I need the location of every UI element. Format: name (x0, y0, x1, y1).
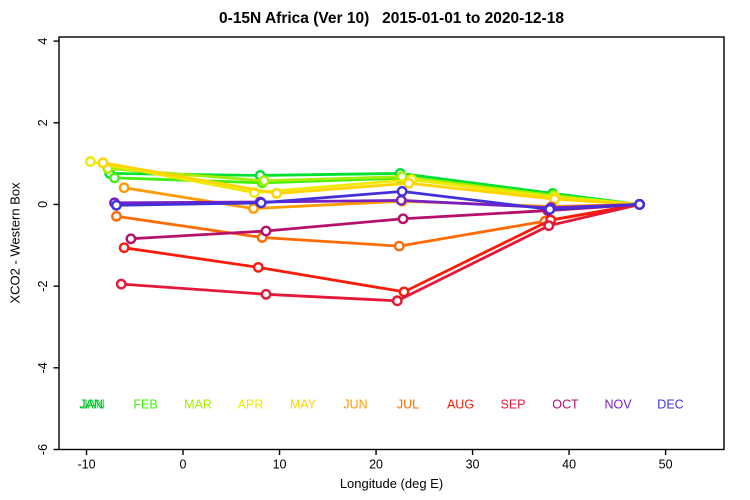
x-tick-label: 20 (369, 458, 383, 472)
month-label-dec: DEC (657, 398, 683, 412)
month-label-nov: NOV (604, 398, 632, 412)
series-marker-apr (84, 156, 96, 167)
x-tick-label: 50 (659, 458, 673, 472)
series-marker-sep (115, 278, 127, 290)
y-tick-label: 0 (36, 201, 50, 208)
series-marker-sep (391, 295, 403, 307)
month-label-apr: APR (238, 398, 264, 412)
y-tick-label: -2 (36, 281, 50, 292)
y-tick-label: -4 (36, 362, 50, 373)
series-marker-dec (111, 199, 122, 211)
series-marker-dec (544, 203, 556, 215)
x-tick-label: 30 (466, 458, 480, 472)
series-marker-sep (260, 288, 272, 300)
month-label-may: MAY (290, 398, 317, 412)
series-marker-feb (109, 172, 120, 184)
x-tick-label: 10 (273, 458, 287, 472)
series-marker-aug (118, 242, 130, 254)
plot-frame (58, 36, 725, 451)
x-tick-label: 0 (180, 458, 187, 472)
month-label-sep: SEP (500, 398, 525, 412)
y-tick-label: 2 (36, 119, 50, 126)
x-tick-label: -10 (77, 458, 95, 472)
series-marker-may (403, 177, 415, 189)
y-tick-label: 4 (36, 38, 50, 45)
month-label-jul: JUL (397, 398, 419, 412)
series-marker-oct (125, 233, 137, 245)
x-axis-label: Longitude (deg E) (339, 476, 444, 491)
series-line-aug (122, 203, 641, 294)
series-marker-jun (118, 182, 130, 194)
series-marker-jul (393, 240, 405, 252)
series-marker-dec (255, 197, 267, 209)
y-tick-label: -6 (36, 444, 50, 455)
series-marker-may (97, 157, 109, 169)
series-marker-mar (258, 175, 270, 187)
series-marker-jul (111, 210, 122, 222)
month-label-feb: FEB (133, 398, 157, 412)
series-marker-oct (397, 213, 409, 225)
series-marker-oct (260, 225, 272, 237)
month-label-jan-overprint: JAN (79, 398, 103, 412)
month-label-oct: OCT (552, 398, 579, 412)
month-label-jan: JAN (81, 398, 105, 412)
series-marker-dec (396, 185, 408, 197)
x-tick-label: 40 (562, 458, 576, 472)
y-axis-label: XCO2 - Western Box (7, 182, 23, 304)
series-marker-nov (395, 194, 407, 206)
series-marker-sep (543, 220, 555, 232)
month-label-jun: JUN (343, 398, 367, 412)
series-marker-dec (634, 199, 645, 210)
series-marker-aug (252, 261, 264, 273)
series-marker-may (271, 188, 283, 199)
month-label-aug: AUG (447, 398, 474, 412)
month-label-mar: MAR (184, 398, 212, 412)
chart-title: 0-15N Africa (Ver 10) 2015-01-01 to 2020… (219, 10, 564, 27)
